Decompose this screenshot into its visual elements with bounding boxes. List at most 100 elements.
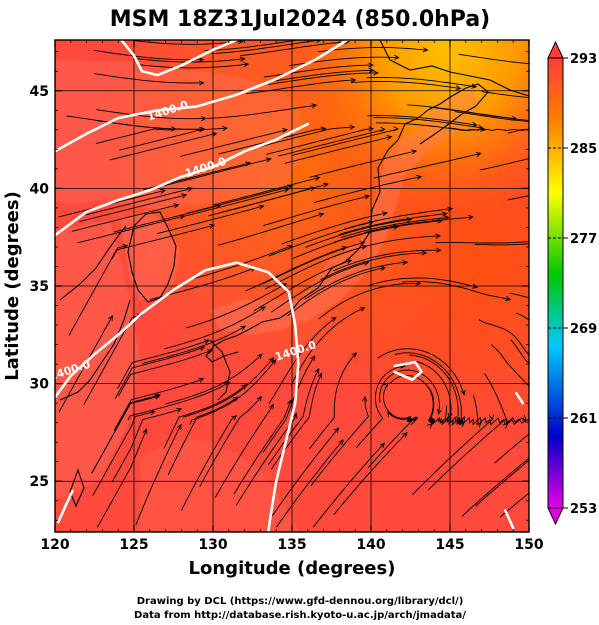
x-tick-label: 130 [198,537,227,553]
streamline-arrowhead [350,77,357,83]
streamline [268,72,378,85]
x-tick-label: 145 [435,537,464,553]
streamline-arrowhead [318,212,325,218]
streamline [305,218,412,248]
streamline-arrowhead [455,85,462,91]
streamline [189,359,277,425]
streamline-arrowhead [314,175,321,181]
streamline [266,128,374,155]
streamline [472,394,527,426]
streamline [119,127,227,151]
streamline-arrowhead [383,382,389,388]
streamline-arrowhead [176,407,183,413]
streamline-arrowhead [521,414,527,421]
streamline [91,395,160,474]
streamline-arrowhead [232,396,239,402]
wind-streamlines [58,40,592,528]
streamline-arrowhead [379,442,386,449]
china-coast-overlay [55,220,140,500]
streamline [68,245,128,336]
streamline [320,252,427,281]
coastline [127,211,177,303]
streamline-arrowhead [316,40,322,44]
coastline [205,299,301,363]
streamline [113,378,204,431]
streamline [309,352,357,449]
streamline-arrowhead [314,367,320,374]
streamline-arrowhead [368,126,375,132]
streamline [291,128,399,157]
streamline-arrowhead [381,211,389,217]
contour-1400m [515,392,524,405]
streamline [233,400,292,495]
streamline [165,353,263,405]
streamline-arrowhead [427,423,433,429]
streamline [474,243,529,246]
streamline-arrowhead [281,127,288,133]
streamline-arrowhead [368,67,375,74]
streamline [454,111,529,123]
streamline-arrowhead [380,126,386,132]
streamline [379,369,440,414]
streamline [239,41,350,57]
streamline [264,69,374,83]
streamline-arrowhead [243,62,250,68]
streamline-arrowhead [402,431,408,438]
streamline-arrowhead [563,63,568,67]
streamline-arrowhead [406,217,413,223]
streamline-arrowhead [338,439,344,445]
streamline [292,226,399,259]
streamline-arrowhead [160,188,167,194]
streamline [481,91,529,99]
streamline-arrowhead [330,316,337,322]
streamline [304,261,408,300]
streamline [214,404,274,498]
streamline-arrowhead [240,325,247,331]
streamline-arrowhead [435,233,442,239]
colorbar-max-arrow [547,40,564,59]
lat-lon-grid [55,40,529,532]
streamline-arrowhead [333,427,340,434]
streamline-arrowhead [393,224,400,230]
streamline-arrowhead [310,355,316,362]
streamline-arrowhead [416,174,423,181]
streamline-arrowhead [198,80,205,86]
streamline-arrowhead [437,408,443,415]
y-tick-label: 35 [30,279,49,295]
streamline [217,213,324,246]
streamline [364,216,473,234]
streamline-arrowhead [572,405,577,409]
streamline-arrowhead [364,194,371,200]
streamline [94,73,204,84]
streamline [443,405,482,427]
streamline [235,413,297,506]
streamline [333,432,408,515]
streamline-arrowhead [541,445,546,450]
coastline [69,468,85,508]
streamline-arrowhead [149,410,156,416]
streamline-arrowhead [488,414,495,421]
streamline-arrowhead [415,280,422,286]
colorbar-min-arrow [547,507,564,526]
streamline-arrowhead [587,97,592,101]
streamline-arrowhead [256,353,263,360]
streamline [377,348,465,395]
streamline-arrowhead [380,265,387,271]
colorbar-tick-label: 277 [570,232,597,247]
streamline [208,187,315,217]
streamline-arrowhead [142,428,148,435]
streamline-arrowhead [200,115,207,122]
streamline-arrowhead [176,423,182,430]
streamline-arrowhead [341,245,348,251]
streamline [409,354,465,426]
streamline-arrowhead [362,395,368,402]
streamline [344,208,453,230]
coastline [299,117,419,301]
coastline [59,225,127,301]
streamline-arrowhead [173,203,180,209]
streamline [490,344,529,387]
x-tick-label: 120 [40,537,69,553]
y-tick-label: 45 [30,84,49,100]
